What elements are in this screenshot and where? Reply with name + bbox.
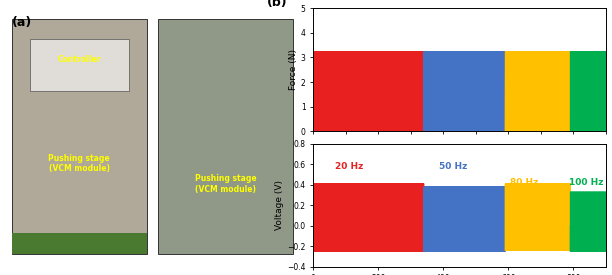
Text: (b): (b) (266, 0, 287, 9)
Text: Pushing stage
(VCM module): Pushing stage (VCM module) (48, 154, 110, 173)
Text: 50 Hz: 50 Hz (439, 162, 467, 171)
Bar (159, 19, 293, 254)
Y-axis label: Voltage (V): Voltage (V) (275, 180, 285, 230)
Text: 80 Hz: 80 Hz (510, 178, 539, 187)
Bar (29, 39, 129, 91)
Text: 20 Hz: 20 Hz (335, 162, 363, 171)
Bar (12, 19, 146, 254)
Text: (a): (a) (12, 16, 32, 29)
Text: Pushing stage
(VCM module): Pushing stage (VCM module) (195, 174, 256, 194)
Y-axis label: Force (N): Force (N) (289, 49, 298, 90)
Text: Controller: Controller (58, 56, 101, 64)
Text: 100 Hz: 100 Hz (569, 178, 603, 187)
Bar (12, 233, 146, 254)
